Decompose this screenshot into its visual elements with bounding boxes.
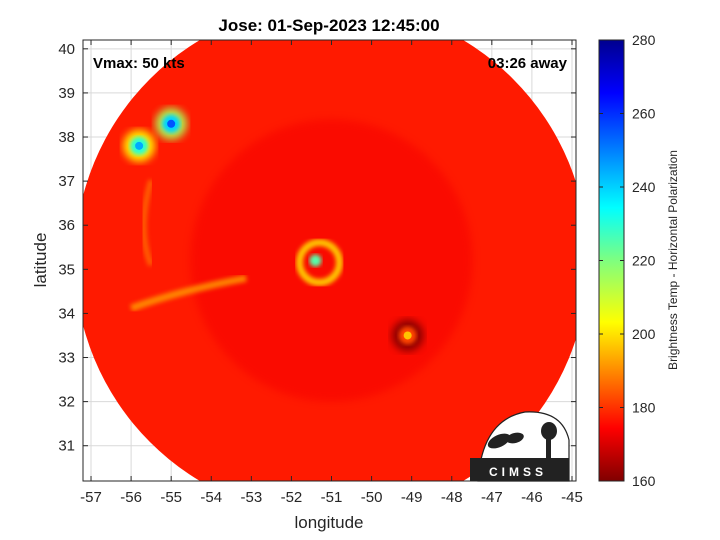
logo-text: CIMSS <box>489 465 547 479</box>
axes-frame <box>82 39 577 482</box>
x-tick-label: -55 <box>160 489 182 506</box>
y-tick-label: 35 <box>58 261 75 278</box>
logo-ground <box>470 458 569 481</box>
logo-dish-2 <box>506 432 524 444</box>
y-axis-label: latitude <box>31 233 50 288</box>
y-tick-label: 32 <box>58 394 75 411</box>
x-tick-label: -52 <box>281 489 303 506</box>
colorbar-tick-label: 240 <box>632 179 656 195</box>
y-tick-label: 40 <box>58 41 75 58</box>
y-tick-label: 39 <box>58 85 75 102</box>
colorbar-label: Brightness Temp - Horizontal Polarizatio… <box>666 150 680 370</box>
x-tick-label: -46 <box>521 489 543 506</box>
colorbar-tick-label: 260 <box>632 106 656 122</box>
x-tick-label: -49 <box>401 489 423 506</box>
cell-core <box>403 331 412 340</box>
colorbar: 160 180 200 220 240 260 280 Brightness Temp - … <box>598 32 680 489</box>
feature-storm-center <box>295 239 343 286</box>
colorbar-tick-label: 160 <box>632 473 656 489</box>
colorbar-tick-label: 200 <box>632 326 656 342</box>
y-tick-label: 36 <box>58 217 75 234</box>
chart-title: Jose: 01-Sep-2023 12:45:00 <box>218 16 439 35</box>
feature-convective-cluster <box>155 107 188 140</box>
colorbar-tick-label: 180 <box>632 400 656 416</box>
rain-band-stroke <box>140 179 155 267</box>
vmax-annotation: Vmax: 50 kts <box>93 55 185 72</box>
x-tick-label: -48 <box>441 489 463 506</box>
logo-tower <box>546 432 551 458</box>
colorbar-tick-label: 220 <box>632 253 656 269</box>
swath-features <box>123 107 473 402</box>
feature-rain-band <box>130 179 247 312</box>
x-tick-label: -57 <box>80 489 102 506</box>
feature-cell <box>391 319 424 352</box>
cell-core <box>167 119 176 128</box>
cimss-logo: CIMSS <box>470 411 570 482</box>
y-tick-label: 38 <box>58 129 75 146</box>
storm-eyewall <box>295 239 343 286</box>
time-away-annotation: 03:26 away <box>488 55 568 72</box>
storm-core <box>309 254 322 267</box>
y-tick-label: 33 <box>58 350 75 367</box>
y-tick-label: 31 <box>58 438 75 455</box>
x-tick-label: -54 <box>200 489 222 506</box>
colorbar-tick-label: 280 <box>632 32 656 48</box>
satellite-swath <box>83 40 576 481</box>
y-tick-label: 37 <box>58 173 75 190</box>
x-tick-label: -51 <box>321 489 343 506</box>
x-tick-label: -56 <box>120 489 142 506</box>
logo-tower-tank <box>541 422 557 440</box>
y-tick-label: 34 <box>58 305 75 322</box>
x-axis-label: longitude <box>294 513 363 532</box>
x-tick-label: -53 <box>240 489 262 506</box>
colorbar-ticks: 160 180 200 220 240 260 280 <box>599 32 656 489</box>
rain-band-stroke <box>130 274 247 312</box>
x-tick-label: -50 <box>361 489 383 506</box>
logo-dish-1 <box>487 433 511 449</box>
x-tick-label: -45 <box>561 489 583 506</box>
x-tick-label: -47 <box>481 489 503 506</box>
plot-area: -57 -56 -55 -54 -53 -52 -51 -50 -49 -48 -47 -46 -45 3… <box>58 39 583 506</box>
feature-convective-cluster <box>123 129 156 162</box>
cell-core <box>135 141 144 150</box>
ticks: -57 -56 -55 -54 -53 -52 -51 -50 -49 -48 -47 -46 -45 3… <box>58 40 583 506</box>
swath-inner-shade <box>190 119 473 402</box>
